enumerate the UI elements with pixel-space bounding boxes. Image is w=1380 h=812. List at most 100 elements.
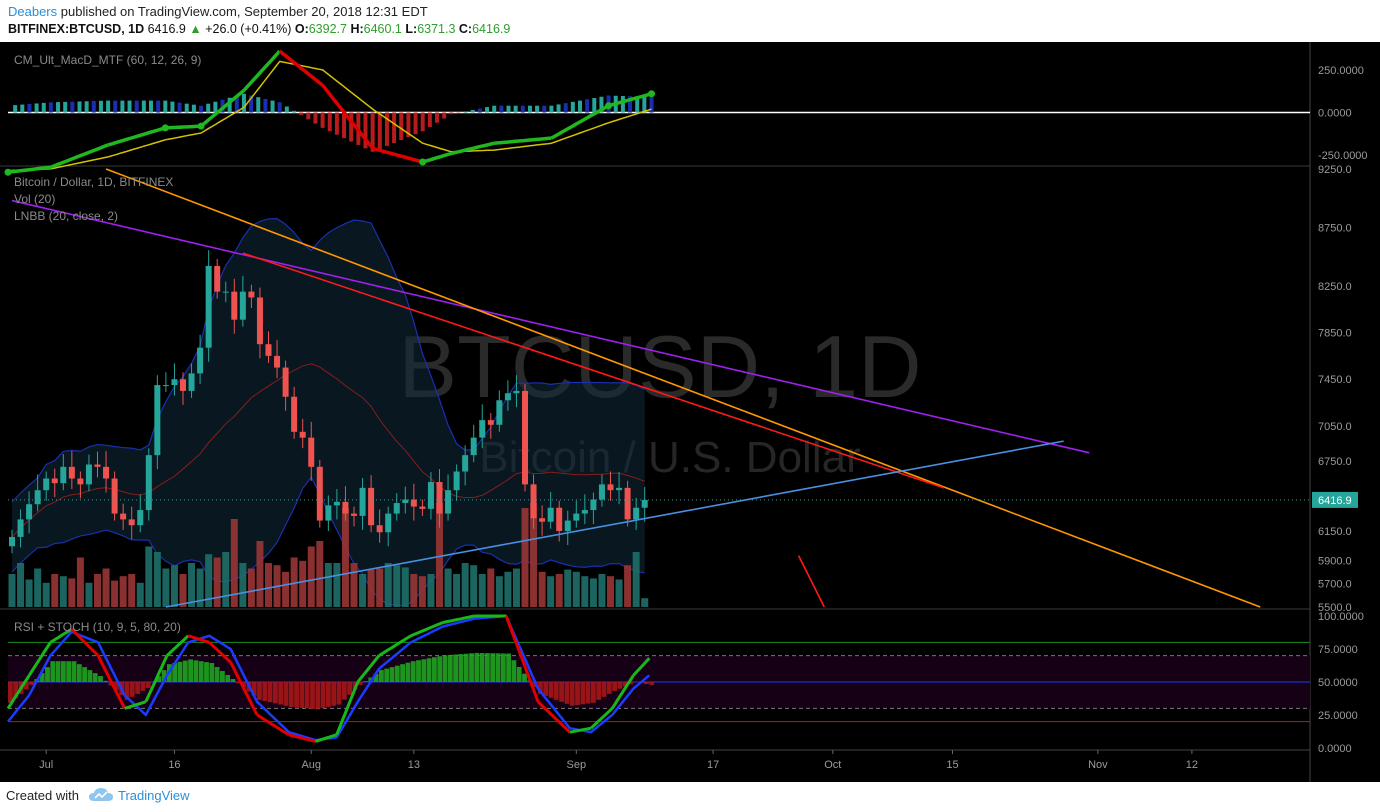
rsi-histogram-bar: [114, 682, 119, 691]
rsi-histogram-bar: [209, 662, 215, 682]
macd-line-segment: [199, 89, 246, 128]
stoch-k-segment: [124, 700, 147, 710]
rsi-histogram-bar: [394, 665, 400, 682]
macd-histogram-bar: [98, 100, 103, 113]
rsi-histogram-bar: [235, 682, 241, 684]
rsi-histogram-bar: [156, 676, 162, 682]
stoch-k-segment: [144, 654, 169, 703]
candle-body: [419, 506, 426, 509]
candle-body: [496, 400, 503, 425]
rsi-histogram-bar: [82, 667, 87, 682]
rsi-histogram-bar: [373, 673, 379, 682]
macd-histogram-bar: [184, 103, 189, 113]
macd-histogram-bar: [249, 95, 254, 113]
low-value: 6371.3: [417, 22, 456, 36]
candle-body: [308, 437, 315, 467]
rsi-histogram-bar: [188, 659, 193, 682]
stoch-k-segment: [536, 700, 571, 734]
macd-histogram-bar: [485, 107, 490, 113]
candles: [9, 250, 648, 554]
candle-body: [624, 487, 631, 520]
tradingview-brand-link[interactable]: TradingView: [118, 788, 190, 803]
red-trendline: [242, 252, 945, 489]
macd-histogram-bar: [270, 100, 275, 113]
stoch-k-segment: [504, 615, 540, 703]
volume-bar: [607, 576, 614, 607]
volume-bar: [624, 565, 632, 607]
macd-histogram-bar: [570, 101, 575, 113]
macd-histogram-bar: [578, 100, 582, 113]
rsi-histogram-bar: [124, 682, 130, 700]
candle-body: [445, 490, 452, 514]
rsi-tick-label: 50.0000: [1318, 677, 1358, 689]
candle-body: [120, 513, 127, 520]
volume-bar: [265, 563, 272, 607]
stoch-k-segment: [569, 726, 592, 734]
candle-body: [581, 510, 588, 514]
macd-histogram-bar: [420, 112, 425, 132]
rsi-histogram-bar: [442, 655, 448, 682]
rsi-histogram-bar: [177, 661, 183, 682]
price-tick-label: 7450.0: [1318, 374, 1352, 386]
stoch-k-segment: [208, 641, 232, 664]
chart-canvas[interactable]: BTCUSD, 1D Bitcoin / U.S. Dollar CM_Ult_…: [0, 42, 1380, 782]
macd-cross-dot: [4, 168, 12, 176]
rsi-histogram-bar: [569, 682, 575, 706]
candle-body: [316, 466, 323, 521]
candle-body: [188, 373, 195, 391]
volume-bar: [478, 574, 486, 607]
volume-bar: [8, 574, 16, 607]
rsi-stoch-pane: RSI + STOCH (10, 9, 5, 80, 20) 100.0000 7…: [6, 611, 1364, 755]
candle-body: [573, 513, 580, 521]
rsi-histogram-bar: [490, 653, 496, 682]
volume-bar: [538, 571, 546, 607]
macd-histogram-bar: [556, 104, 561, 113]
volume-bar: [76, 557, 84, 607]
macd-histogram-bar: [649, 97, 654, 113]
symbol-label: BITFINEX:BTCUSD, 1D: [8, 22, 145, 36]
macd-histogram-bar: [284, 106, 289, 113]
volume-bar: [136, 582, 144, 607]
rsi-histogram-bar: [432, 657, 437, 682]
price-tick-label: 6750.0: [1318, 456, 1352, 468]
volume-bar: [213, 557, 221, 607]
author-link[interactable]: Deabers: [8, 4, 58, 19]
rsi-histogram-bar: [347, 682, 352, 695]
candle-body: [256, 297, 263, 345]
candle-body: [26, 504, 33, 520]
macd-histogram-bar: [48, 102, 53, 113]
volume-bar: [589, 578, 597, 607]
rsi-histogram-bar: [220, 671, 225, 682]
macd-histogram-bar: [91, 101, 96, 113]
rsi-histogram-bar: [50, 661, 56, 682]
macd-histogram-bar: [349, 112, 354, 142]
macd-histogram-bar: [413, 112, 418, 135]
volume-bar: [290, 557, 298, 607]
rsi-histogram-bar: [251, 682, 257, 696]
rsi-histogram-bar: [479, 652, 485, 682]
macd-histogram-bar: [492, 105, 497, 113]
chart-header: Deabers published on TradingView.com, Se…: [0, 0, 1380, 42]
rsi-histogram-bar: [649, 682, 655, 685]
candle-body: [641, 499, 648, 508]
blue-trendline: [165, 440, 1064, 608]
candle-body: [487, 420, 494, 425]
volume-bar: [530, 502, 538, 607]
candle-body: [522, 390, 528, 485]
macd-line-segment: [278, 49, 324, 87]
candle-body: [111, 478, 118, 514]
macd-line-segment: [372, 146, 424, 164]
candle-body: [547, 507, 554, 522]
time-tick-label: 12: [1186, 759, 1198, 771]
candle-body: [598, 484, 605, 500]
candle-body: [222, 291, 229, 293]
stoch-k-segment: [356, 654, 381, 683]
macd-histogram-bar: [63, 101, 68, 113]
rsi-tick-label: 0.0000: [1318, 743, 1352, 755]
candle-body: [282, 367, 289, 397]
macd-line-segment: [7, 165, 52, 174]
price-title: Bitcoin / Dollar, 1D, BITFINEX: [14, 175, 173, 189]
candle-body: [180, 379, 186, 391]
macd-cross-dot: [648, 90, 655, 98]
macd-histogram-bar: [234, 95, 239, 113]
